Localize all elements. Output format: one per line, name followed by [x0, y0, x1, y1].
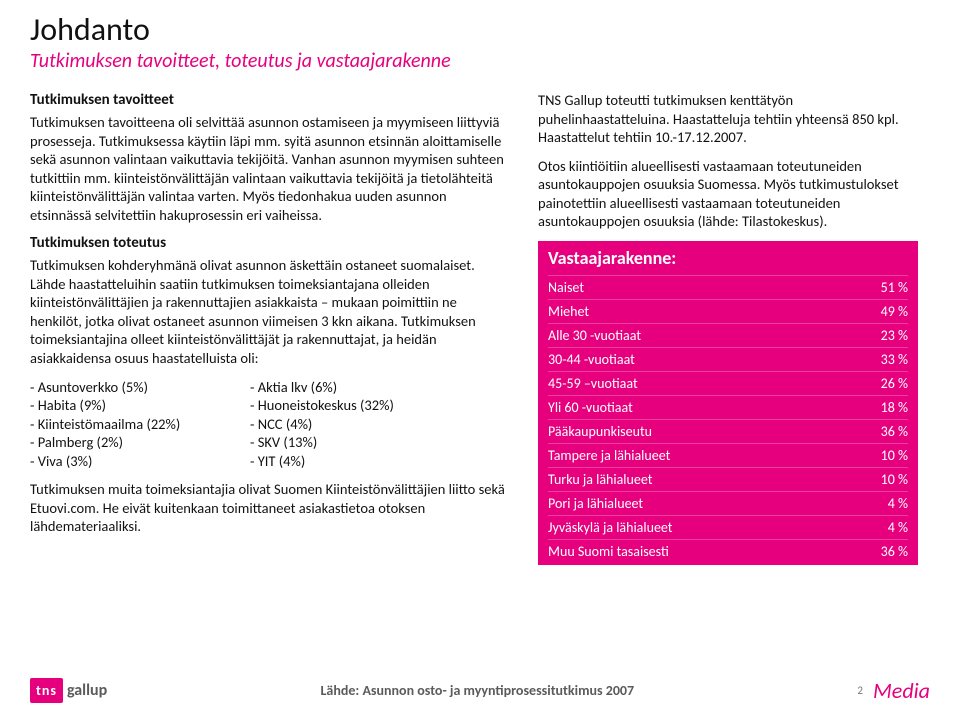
table-value: 36 %: [881, 423, 908, 440]
list-item: - NCC (4%): [250, 415, 510, 434]
list-item: - Huoneistokeskus (32%): [250, 396, 510, 415]
table-row: 45-59 –vuotiaat 26 %: [548, 371, 908, 395]
paragraph-other-sponsors: Tutkimuksen muita toimeksiantajia olivat…: [30, 480, 510, 536]
table-value: 18 %: [881, 399, 908, 416]
table-row: Alle 30 -vuotiaat 23 %: [548, 323, 908, 347]
table-row: Pori ja lähialueet 4 %: [548, 491, 908, 515]
sponsor-list: - Asuntoverkko (5%) - Habita (9%) - Kiin…: [30, 378, 510, 471]
table-value: 36 %: [881, 543, 908, 560]
left-column: Tutkimuksen tavoitteet Tutkimuksen tavoi…: [30, 91, 510, 565]
list-item: - Habita (9%): [30, 396, 250, 415]
table-row: Miehet 49 %: [548, 299, 908, 323]
page-footer: tns gallup Lähde: Asunnon osto- ja myynt…: [0, 677, 960, 704]
table-label: Muu Suomi tasaisesti: [548, 543, 669, 560]
paragraph-goals: Tutkimuksen tavoitteena oli selvittää as…: [30, 113, 510, 224]
table-label: Pääkaupunkiseutu: [548, 423, 652, 440]
table-label: Miehet: [548, 303, 589, 320]
table-label: Jyväskylä ja lähialueet: [548, 519, 673, 536]
table-title: Vastaajarakenne:: [548, 247, 908, 269]
section-heading-goals: Tutkimuksen tavoitteet: [30, 91, 510, 109]
table-value: 51 %: [881, 279, 908, 296]
list-item: - SKV (13%): [250, 433, 510, 452]
table-label: Turku ja lähialueet: [548, 471, 652, 488]
paragraph-fieldwork: TNS Gallup toteutti tutkimuksen kenttäty…: [538, 91, 918, 147]
list-item: - Kiinteistömaailma (22%): [30, 415, 250, 434]
list-item: - Asuntoverkko (5%): [30, 378, 250, 397]
table-label: Alle 30 -vuotiaat: [548, 327, 641, 344]
table-row: Naiset 51 %: [548, 275, 908, 299]
section-heading-method: Tutkimuksen toteutus: [30, 234, 510, 252]
content-columns: Tutkimuksen tavoitteet Tutkimuksen tavoi…: [30, 91, 930, 565]
media-label: Media: [873, 677, 930, 704]
list-item: - Aktia lkv (6%): [250, 378, 510, 397]
page-title: Johdanto: [30, 10, 930, 49]
table-row: Muu Suomi tasaisesti 36 %: [548, 539, 908, 563]
table-label: Tampere ja lähialueet: [548, 447, 670, 464]
tns-gallup-logo: tns gallup: [30, 678, 107, 703]
page-number: 2: [857, 684, 863, 697]
table-row: Turku ja lähialueet 10 %: [548, 467, 908, 491]
table-value: 49 %: [881, 303, 908, 320]
table-row: 30-44 -vuotiaat 33 %: [548, 347, 908, 371]
source-label: Lähde: Asunnon osto- ja myyntiprosessitu…: [107, 682, 847, 699]
paragraph-method: Tutkimuksen kohderyhmänä olivat asunnon …: [30, 256, 510, 367]
table-row: Tampere ja lähialueet 10 %: [548, 443, 908, 467]
table-value: 4 %: [888, 519, 908, 536]
table-label: Naiset: [548, 279, 584, 296]
logo-box: tns: [30, 678, 63, 703]
table-label: 30-44 -vuotiaat: [548, 351, 635, 368]
table-label: Yli 60 -vuotiaat: [548, 399, 633, 416]
respondent-table: Vastaajarakenne: Naiset 51 % Miehet 49 % All…: [538, 241, 918, 565]
list-item: - YIT (4%): [250, 452, 510, 471]
table-value: 23 %: [881, 327, 908, 344]
table-row: Jyväskylä ja lähialueet 4 %: [548, 515, 908, 539]
logo-text: gallup: [67, 681, 107, 700]
table-row: Pääkaupunkiseutu 36 %: [548, 419, 908, 443]
list-item: - Palmberg (2%): [30, 433, 250, 452]
table-label: Pori ja lähialueet: [548, 495, 643, 512]
table-value: 33 %: [881, 351, 908, 368]
table-label: 45-59 –vuotiaat: [548, 375, 638, 392]
list-item: - Viva (3%): [30, 452, 250, 471]
table-row: Yli 60 -vuotiaat 18 %: [548, 395, 908, 419]
table-value: 4 %: [888, 495, 908, 512]
paragraph-sampling: Otos kiintiöitiin alueellisesti vastaama…: [538, 157, 918, 231]
page-subtitle: Tutkimuksen tavoitteet, toteutus ja vast…: [30, 49, 930, 73]
right-column: TNS Gallup toteutti tutkimuksen kenttäty…: [538, 91, 918, 565]
table-value: 10 %: [881, 471, 908, 488]
table-value: 10 %: [881, 447, 908, 464]
table-value: 26 %: [881, 375, 908, 392]
